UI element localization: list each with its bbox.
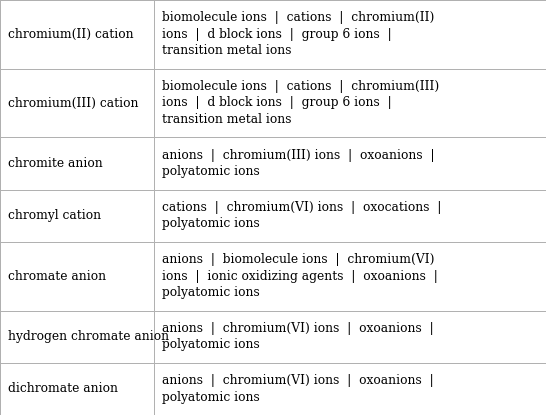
Text: chromium(II) cation: chromium(II) cation <box>8 28 134 41</box>
Bar <box>0 69 154 137</box>
Bar <box>0 242 154 310</box>
Text: anions  |  chromium(VI) ions  |  oxoanions  |: anions | chromium(VI) ions | oxoanions | <box>162 322 434 335</box>
Text: polyatomic ions: polyatomic ions <box>162 217 260 230</box>
Bar <box>154 363 546 415</box>
Text: dichromate anion: dichromate anion <box>8 382 118 395</box>
Bar <box>154 69 546 137</box>
Text: polyatomic ions: polyatomic ions <box>162 165 260 178</box>
Bar <box>154 242 546 310</box>
Text: transition metal ions: transition metal ions <box>162 44 292 57</box>
Text: chromite anion: chromite anion <box>8 157 103 170</box>
Bar <box>0 190 154 242</box>
Text: transition metal ions: transition metal ions <box>162 113 292 126</box>
Text: polyatomic ions: polyatomic ions <box>162 286 260 299</box>
Text: anions  |  chromium(III) ions  |  oxoanions  |: anions | chromium(III) ions | oxoanions … <box>162 149 435 162</box>
Bar <box>0 310 154 363</box>
Bar <box>0 137 154 190</box>
Text: chromyl cation: chromyl cation <box>8 209 101 222</box>
Text: polyatomic ions: polyatomic ions <box>162 338 260 352</box>
Text: hydrogen chromate anion: hydrogen chromate anion <box>8 330 169 343</box>
Bar <box>154 190 546 242</box>
Bar <box>0 0 154 69</box>
Text: cations  |  chromium(VI) ions  |  oxocations  |: cations | chromium(VI) ions | oxocations… <box>162 201 442 214</box>
Text: anions  |  chromium(VI) ions  |  oxoanions  |: anions | chromium(VI) ions | oxoanions | <box>162 374 434 387</box>
Bar <box>0 363 154 415</box>
Text: ions  |  d block ions  |  group 6 ions  |: ions | d block ions | group 6 ions | <box>162 96 391 110</box>
Bar <box>154 0 546 69</box>
Text: ions  |  ionic oxidizing agents  |  oxoanions  |: ions | ionic oxidizing agents | oxoanion… <box>162 270 438 283</box>
Text: biomolecule ions  |  cations  |  chromium(III): biomolecule ions | cations | chromium(II… <box>162 80 439 93</box>
Text: biomolecule ions  |  cations  |  chromium(II): biomolecule ions | cations | chromium(II… <box>162 11 435 24</box>
Text: ions  |  d block ions  |  group 6 ions  |: ions | d block ions | group 6 ions | <box>162 28 391 41</box>
Bar <box>154 137 546 190</box>
Text: chromium(III) cation: chromium(III) cation <box>8 97 139 110</box>
Text: chromate anion: chromate anion <box>8 270 106 283</box>
Bar <box>154 310 546 363</box>
Text: anions  |  biomolecule ions  |  chromium(VI): anions | biomolecule ions | chromium(VI) <box>162 253 435 266</box>
Text: polyatomic ions: polyatomic ions <box>162 391 260 403</box>
